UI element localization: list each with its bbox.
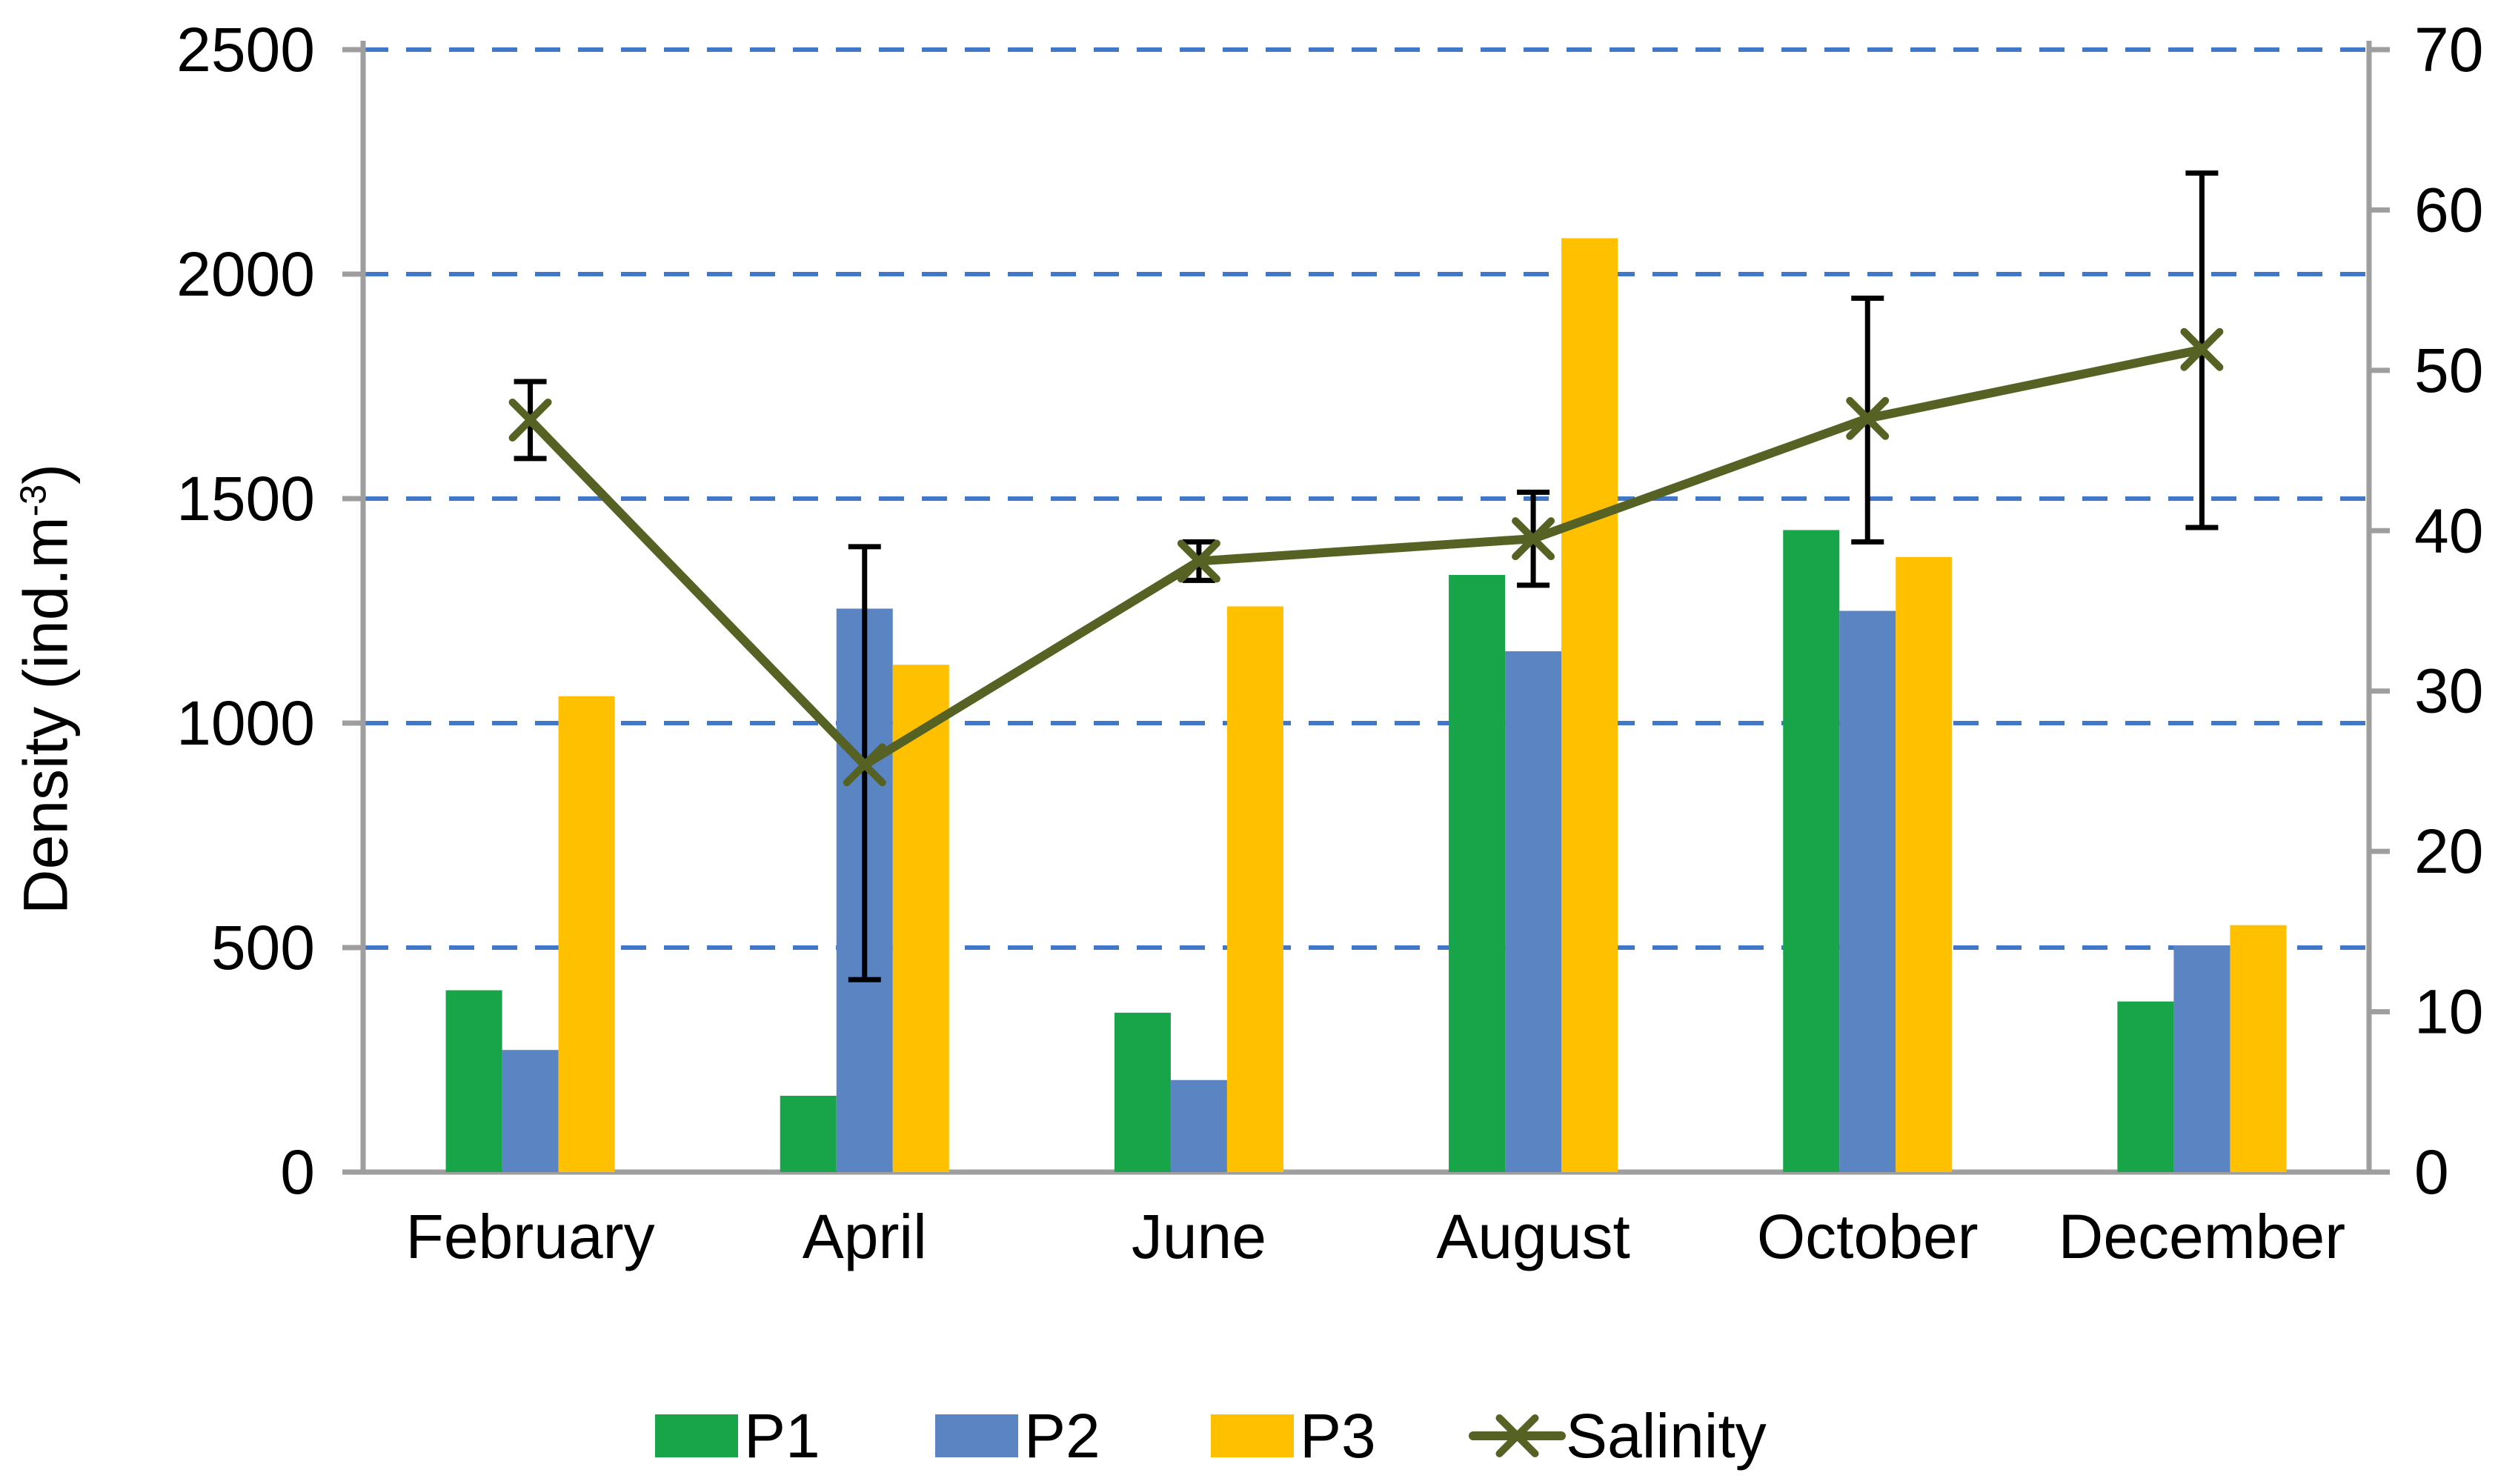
bar-p1-december <box>2117 1001 2174 1172</box>
left-axis-tick-label: 2500 <box>176 15 315 84</box>
bar-p1-april <box>780 1095 837 1172</box>
right-axis-tick-label: 70 <box>2414 15 2483 84</box>
right-axis-tick-label: 30 <box>2414 656 2483 726</box>
bar-p1-october <box>1783 530 1840 1172</box>
left-axis-tick-label: 1500 <box>176 464 315 533</box>
left-axis-tick-label: 500 <box>211 913 315 982</box>
right-axis-tick-label: 50 <box>2414 336 2483 405</box>
right-axis-tick-label: 60 <box>2414 175 2483 244</box>
legend-label-salinity: Salinity <box>1566 1401 1767 1471</box>
y-axis-title: Density (ind.m-3) <box>10 464 82 914</box>
right-axis-tick-label: 40 <box>2414 496 2483 565</box>
bar-p3-october <box>1896 556 1953 1172</box>
legend-swatch-p3 <box>1211 1414 1294 1457</box>
salinity-marker-october <box>1846 396 1890 440</box>
salinity-marker-april <box>843 743 886 787</box>
y-axis-title-suffix: ) <box>10 463 81 485</box>
bar-p3-april <box>892 665 949 1172</box>
left-axis-tick-label: 1000 <box>176 688 315 758</box>
bar-p1-august <box>1449 575 1506 1172</box>
x-axis-label-june: June <box>1132 1202 1266 1271</box>
x-axis-label-april: April <box>803 1202 927 1271</box>
legend-swatch-p2 <box>935 1414 1018 1457</box>
bar-p1-june <box>1114 1012 1171 1172</box>
right-axis-tick-label: 20 <box>2414 816 2483 886</box>
y-axis-title-superscript: -3 <box>13 484 54 517</box>
bar-p2-october <box>1839 610 1896 1172</box>
bar-p2-december <box>2173 945 2230 1172</box>
bar-p2-august <box>1505 651 1562 1172</box>
salinity-marker-june <box>1177 539 1220 583</box>
salinity-marker-december <box>2180 327 2224 371</box>
salinity-marker-february <box>508 398 552 442</box>
salinity-marker-august <box>1512 517 1555 561</box>
bar-p2-june <box>1170 1079 1227 1172</box>
x-axis-label-february: February <box>406 1202 655 1271</box>
bar-p1-february <box>445 990 502 1172</box>
right-axis-tick-label: 10 <box>2414 977 2483 1047</box>
bar-p2-february <box>502 1050 559 1172</box>
bar-p3-june <box>1226 606 1283 1172</box>
left-axis-tick-label: 2000 <box>176 239 315 309</box>
x-axis-label-august: August <box>1436 1202 1630 1271</box>
legend-salinity-marker-icon <box>1495 1414 1539 1457</box>
left-axis-tick-label: 0 <box>280 1137 315 1207</box>
bar-p3-december <box>2230 925 2287 1172</box>
bar-p3-august <box>1561 238 1618 1172</box>
bar-p3-february <box>558 696 615 1172</box>
legend-swatch-p1 <box>655 1414 738 1457</box>
salinity-line <box>527 345 2203 770</box>
x-axis-label-october: October <box>1757 1202 1979 1271</box>
legend-label-p3: P3 <box>1300 1401 1376 1471</box>
right-axis-tick-label: 0 <box>2414 1137 2449 1207</box>
y-axis-title-text: Density (ind.m <box>10 516 81 915</box>
x-axis-label-december: December <box>2059 1202 2345 1271</box>
legend-label-p2: P2 <box>1024 1401 1100 1471</box>
legend-label-p1: P1 <box>744 1401 820 1471</box>
